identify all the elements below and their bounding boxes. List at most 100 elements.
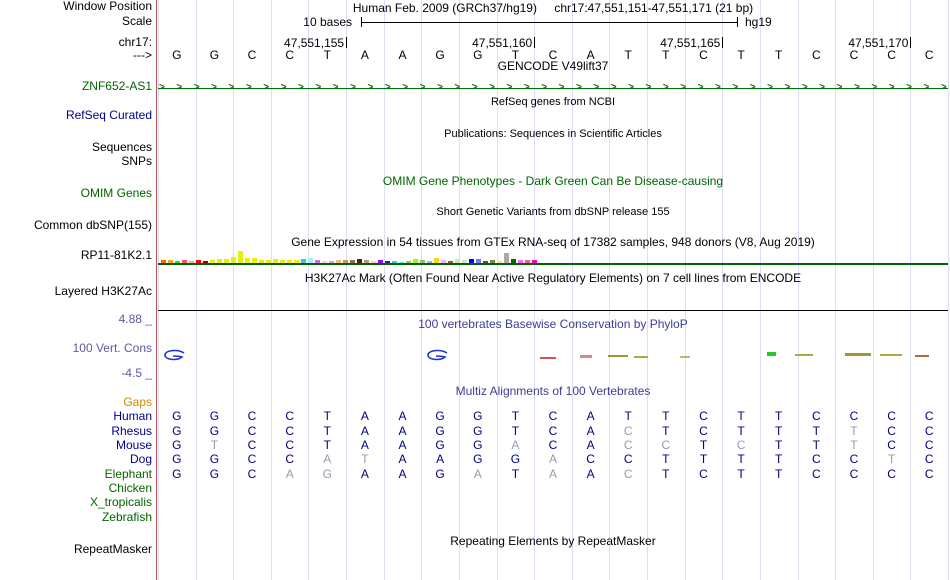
- strand-arrow-icon: >: [384, 82, 391, 93]
- alignment-base: A: [586, 438, 595, 452]
- alignment-base: A: [285, 467, 294, 481]
- gtex-expression-bar: [525, 260, 530, 263]
- position-range: chr17:47,551,151-47,551,171 (21 bp): [554, 1, 754, 15]
- track-label-rp11-81k2-1[interactable]: RP11-81K2.1: [80, 248, 152, 262]
- sequence-base: C: [548, 48, 558, 62]
- species-label-elephant[interactable]: Elephant: [104, 467, 152, 481]
- strand-arrow-icon: >: [906, 82, 912, 93]
- track-label-chr17[interactable]: chr17:: [118, 35, 152, 49]
- alignment-base: T: [511, 467, 520, 481]
- alignment-base: T: [511, 409, 520, 423]
- strand-arrow-icon: >: [888, 82, 895, 93]
- alignment-base: A: [360, 467, 369, 481]
- alignment-base: T: [662, 452, 670, 466]
- gtex-expression-bar: [476, 259, 481, 263]
- track-label-100-vert-cons[interactable]: 100 Vert. Cons: [72, 341, 152, 355]
- sequence-base: C: [849, 48, 859, 62]
- sequence-base: A: [586, 48, 595, 62]
- species-label-x-tropicalis[interactable]: X_tropicalis: [89, 495, 152, 509]
- strand-arrow-icon: >: [367, 82, 374, 93]
- gtex-expression-bar: [434, 258, 439, 263]
- alignment-base: T: [511, 424, 520, 438]
- sequence-base: C: [699, 48, 708, 62]
- gtex-expression-bar: [280, 260, 285, 263]
- track-title-multiz-alignments-of-100-verte[interactable]: Multiz Alignments of 100 Vertebrates: [455, 384, 651, 398]
- species-label-human[interactable]: Human: [113, 409, 152, 423]
- grid-line: [722, 0, 724, 580]
- guide-line: [156, 0, 157, 580]
- track-label-sequences[interactable]: Sequences: [91, 140, 152, 154]
- track-label-4-88[interactable]: 4.88 _: [118, 312, 152, 326]
- sequence-base: C: [924, 48, 934, 62]
- grid-line: [158, 0, 159, 580]
- gtex-expression-bar: [378, 260, 383, 263]
- track-title-refseq-genes-from-ncbi[interactable]: RefSeq genes from NCBI: [490, 96, 616, 108]
- alignment-base: A: [586, 467, 595, 481]
- species-label-dog[interactable]: Dog: [129, 452, 152, 466]
- gtex-expression-bar: [427, 261, 432, 263]
- track-title-repeating-elements-by-repeatma[interactable]: Repeating Elements by RepeatMasker: [450, 534, 656, 548]
- track-label-omim-genes[interactable]: OMIM Genes: [80, 186, 152, 200]
- gtex-expression-bar: [399, 262, 404, 263]
- track-label-layered-h3k27ac[interactable]: Layered H3K27Ac: [54, 284, 152, 298]
- conservation-bar: [608, 355, 628, 357]
- track-title-omim-gene-phenotypes-dark-gree[interactable]: OMIM Gene Phenotypes - Dark Green Can Be…: [382, 174, 724, 188]
- sequence-base: G: [172, 48, 182, 62]
- track-label-znf652-as1[interactable]: ZNF652-AS1: [81, 79, 152, 93]
- track-title-h3k27ac-mark-often-found-near-[interactable]: H3K27Ac Mark (Often Found Near Active Re…: [304, 271, 802, 285]
- alignment-base: A: [548, 452, 557, 466]
- track-label-4-5[interactable]: -4.5 _: [121, 366, 152, 380]
- track-label-common-dbsnp-155[interactable]: Common dbSNP(155): [33, 218, 152, 232]
- gtex-expression-bar: [413, 259, 418, 263]
- strand-arrow-icon: >: [697, 82, 704, 93]
- gtex-expression-bar: [357, 259, 362, 263]
- species-label-rhesus[interactable]: Rhesus: [111, 424, 152, 438]
- alignment-base: G: [322, 467, 332, 481]
- species-label-mouse[interactable]: Mouse: [115, 438, 152, 452]
- species-label-chicken[interactable]: Chicken: [108, 481, 152, 495]
- track-title-gene-expression-in-54-tissues-[interactable]: Gene Expression in 54 tissues from GTEx …: [291, 235, 815, 249]
- gtex-expression-bar: [504, 253, 509, 263]
- alignment-base: T: [699, 438, 708, 452]
- track-label-repeatmasker[interactable]: RepeatMasker: [73, 542, 152, 556]
- gtex-expression-bar: [371, 261, 376, 263]
- transcript-line[interactable]: [158, 88, 948, 89]
- scale-label: 10 bases: [303, 15, 352, 29]
- alignment-base: G: [209, 452, 220, 466]
- alignment-base: T: [210, 438, 219, 452]
- alignment-base: G: [510, 452, 521, 466]
- alignment-base: T: [624, 409, 632, 423]
- track-title-100-vertebrates-basewise-conse[interactable]: 100 vertebrates Basewise Conservation by…: [418, 317, 688, 331]
- alignment-base: C: [548, 409, 558, 423]
- strand-arrow-icon: >: [784, 82, 791, 93]
- alignment-base: A: [398, 467, 407, 481]
- track-title-short-genetic-variants-from-db[interactable]: Short Genetic Variants from dbSNP releas…: [436, 206, 670, 218]
- track-label-refseq-curated[interactable]: RefSeq Curated: [65, 108, 152, 122]
- track-label-label[interactable]: --->: [133, 48, 152, 62]
- alignment-base: C: [736, 438, 746, 452]
- coordinate-label: 47,551,155: [284, 36, 345, 50]
- strand-arrow-icon: >: [645, 82, 652, 93]
- track-label-snps[interactable]: SNPs: [121, 154, 152, 168]
- grid-line: [233, 0, 235, 580]
- species-label-zebrafish[interactable]: Zebrafish: [101, 510, 152, 524]
- sequence-base: G: [209, 48, 220, 62]
- alignment-base: T: [737, 409, 745, 423]
- coordinate-label: 47,551,160: [472, 36, 533, 50]
- track-label-scale[interactable]: Scale: [121, 14, 152, 28]
- alignment-base: C: [887, 424, 896, 438]
- sequence-base: T: [511, 48, 520, 62]
- gtex-expression-bar: [161, 260, 166, 263]
- track-label-window-position[interactable]: Window Position: [63, 0, 152, 13]
- alignment-base: G: [473, 452, 483, 466]
- alignment-base: T: [737, 424, 745, 438]
- strand-arrow-icon: >: [332, 82, 339, 93]
- grid-line: [458, 0, 460, 580]
- alignment-base: T: [850, 438, 858, 452]
- track-title-gencode-v49lift37[interactable]: GENCODE V49lift37: [497, 59, 609, 73]
- assembly-title: Human Feb. 2009 (GRCh37/hg19): [352, 1, 537, 15]
- track-title-publications-sequences-in-scie[interactable]: Publications: Sequences in Scientific Ar…: [444, 128, 662, 140]
- alignment-base: C: [247, 467, 257, 481]
- species-label-gaps[interactable]: Gaps: [123, 395, 152, 409]
- gtex-expression-bar: [238, 251, 243, 263]
